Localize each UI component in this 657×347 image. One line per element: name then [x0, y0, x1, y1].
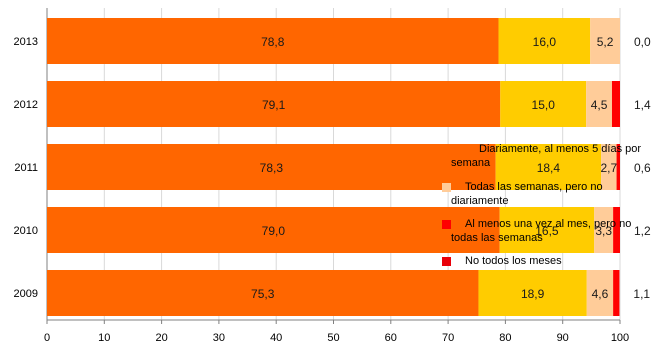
legend-label: Al menos una vez al mes, pero no todas la… — [451, 218, 631, 244]
x-tick-label: 70 — [442, 332, 454, 344]
x-tick-label: 0 — [44, 332, 50, 344]
y-tick-label: 2010 — [14, 225, 38, 237]
y-tick-label: 2011 — [14, 162, 38, 174]
data-label: 78,3 — [260, 161, 284, 175]
bar-segment — [613, 270, 620, 316]
bar-segment — [590, 18, 620, 64]
data-label: 5,2 — [597, 35, 614, 49]
data-label: 75,3 — [251, 287, 275, 301]
legend-marker — [442, 183, 451, 192]
data-label: 3,3 — [595, 224, 612, 238]
data-label: 1,1 — [633, 287, 650, 301]
legend-label: No todos los meses — [465, 255, 562, 267]
x-tick-label: 30 — [213, 332, 225, 344]
data-label: 16,0 — [533, 35, 557, 49]
x-tick-label: 100 — [611, 332, 629, 344]
bar-segment — [495, 144, 602, 190]
data-label: 2,7 — [600, 161, 617, 175]
x-tick-label: 40 — [270, 332, 282, 344]
y-tick-label: 2013 — [14, 36, 38, 48]
bar-segment — [613, 207, 620, 253]
bar-segment — [500, 81, 587, 127]
data-label: 0,0 — [634, 35, 651, 49]
x-tick-label: 50 — [327, 332, 339, 344]
legend-label: Diariamente, al menos 5 días por semana — [451, 143, 641, 169]
x-tick-label: 80 — [499, 332, 511, 344]
data-label: 1,2 — [634, 224, 651, 238]
legend-label-line: No todos los meses — [465, 255, 562, 267]
legend-marker — [442, 257, 451, 266]
bar-segment — [601, 144, 617, 190]
x-tick-label: 60 — [385, 332, 397, 344]
data-label: 16,5 — [535, 224, 559, 238]
legend-label-line: semana — [451, 157, 491, 169]
x-tick-label: 20 — [155, 332, 167, 344]
data-label: 4,5 — [591, 98, 608, 112]
data-label: 79,1 — [262, 98, 286, 112]
bar-segment — [47, 81, 501, 127]
bar-segment — [594, 207, 614, 253]
bar-segment — [478, 270, 587, 316]
data-label: 4,6 — [592, 287, 609, 301]
y-tick-label: 2009 — [14, 288, 38, 300]
legend-label-line: todas las semanas — [451, 232, 543, 244]
legend-label-line: diariamente — [451, 195, 508, 207]
y-tick-label: 2012 — [14, 99, 38, 111]
data-label: 78,8 — [261, 35, 285, 49]
legend-label-line: Todas las semanas, pero no — [465, 181, 603, 193]
bar-segment — [586, 270, 614, 316]
bar-segment — [47, 270, 479, 316]
bar-segment — [616, 144, 620, 190]
legend-marker — [442, 220, 451, 229]
data-label: 15,0 — [532, 98, 556, 112]
legend-label-line: Diariamente, al menos 5 días por — [479, 143, 641, 155]
data-label: 79,0 — [262, 224, 286, 238]
bar-segment — [499, 207, 595, 253]
x-tick-label: 10 — [98, 332, 110, 344]
legend-label: Todas las semanas, pero no diariamente — [451, 181, 603, 207]
legend-label-line: Al menos una vez al mes, pero no — [465, 218, 631, 230]
bar-segment — [47, 144, 496, 190]
data-label: 0,6 — [634, 161, 651, 175]
bar-segment — [498, 18, 591, 64]
x-tick-label: 90 — [557, 332, 569, 344]
data-label: 1,4 — [634, 98, 651, 112]
bar-segment — [47, 18, 499, 64]
data-label: 18,4 — [537, 161, 561, 175]
bar-segment — [586, 81, 612, 127]
data-label: 18,9 — [521, 287, 545, 301]
bar-segment — [611, 81, 620, 127]
bar-segment — [47, 207, 500, 253]
